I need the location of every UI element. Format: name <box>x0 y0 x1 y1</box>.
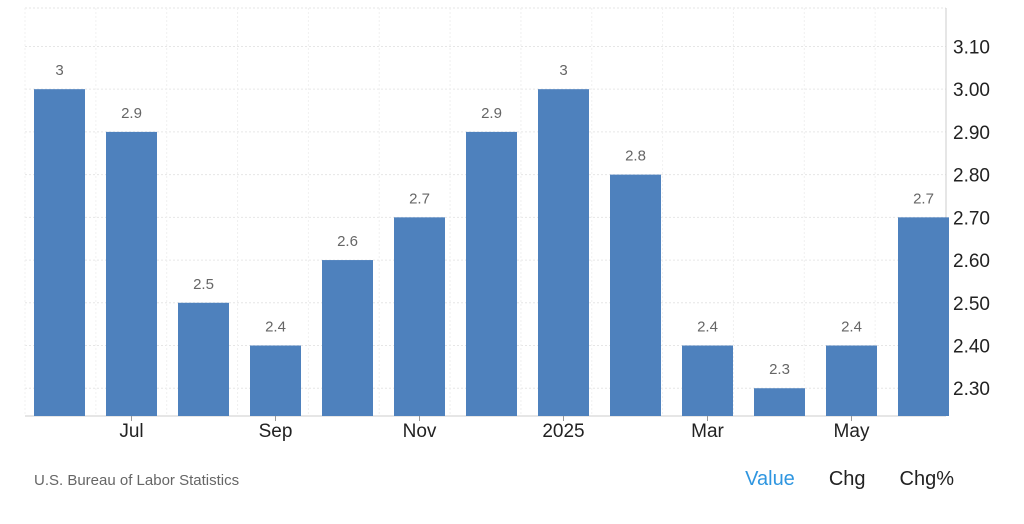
y-tick-label: 2.60 <box>953 251 990 272</box>
y-axis: 2.30 2.40 2.50 2.60 2.70 2.80 2.90 3.00 3.10 <box>953 37 990 400</box>
bar[interactable] <box>826 345 877 416</box>
data-label: 3 <box>559 62 567 79</box>
y-tick-label: 2.80 <box>953 166 990 187</box>
data-label: 2.8 <box>625 148 646 165</box>
bar[interactable] <box>322 260 373 416</box>
data-label: 2.7 <box>409 190 430 207</box>
y-tick-label: 3.10 <box>953 37 990 58</box>
bar[interactable] <box>466 131 517 416</box>
data-label: 2.4 <box>841 319 862 336</box>
chart-footer: U.S. Bureau of Labor Statistics Value Ch… <box>0 462 1024 502</box>
bar[interactable] <box>610 174 661 416</box>
data-label: 2.4 <box>697 319 718 336</box>
y-tick-label: 2.70 <box>953 208 990 229</box>
x-tick-label: May <box>834 421 870 442</box>
data-label: 2.6 <box>337 233 358 250</box>
y-tick-label: 3.00 <box>953 80 990 101</box>
x-axis: Jul Sep Nov 2025 Mar May <box>119 416 870 442</box>
data-label: 2.3 <box>769 361 790 378</box>
y-tick-label: 2.50 <box>953 294 990 315</box>
data-label: 2.4 <box>265 319 286 336</box>
source-label: U.S. Bureau of Labor Statistics <box>34 472 240 489</box>
bar[interactable] <box>106 131 157 416</box>
bar[interactable] <box>250 345 301 416</box>
bar-chart: 3 2.9 2.5 2.4 2.6 2.7 2.9 3 2.8 2.4 2.3 2.4 2.7 2.30… <box>24 7 990 442</box>
bar[interactable] <box>754 388 805 416</box>
view-tabs: Value Chg Chg% <box>745 468 954 491</box>
bar[interactable] <box>898 217 949 416</box>
bar[interactable] <box>178 302 229 416</box>
data-label: 2.7 <box>913 190 934 207</box>
bar[interactable] <box>34 89 85 416</box>
x-tick-label: Sep <box>259 421 293 442</box>
data-labels: 3 2.9 2.5 2.4 2.6 2.7 2.9 3 2.8 2.4 2.3 2.4 2.7 <box>55 62 934 378</box>
bars <box>34 89 949 416</box>
bar[interactable] <box>538 89 589 416</box>
data-label: 2.9 <box>121 105 142 122</box>
bar[interactable] <box>682 345 733 416</box>
x-tick-label: Jul <box>119 421 143 442</box>
data-label: 2.5 <box>193 276 214 293</box>
tab-chg-percent[interactable]: Chg% <box>899 468 954 490</box>
y-tick-label: 2.90 <box>953 123 990 144</box>
x-tick-label: Nov <box>403 421 437 442</box>
data-label: 3 <box>55 62 63 79</box>
tab-value[interactable]: Value <box>745 468 795 490</box>
y-tick-label: 2.30 <box>953 379 990 400</box>
y-tick-label: 2.40 <box>953 337 990 358</box>
tab-chg[interactable]: Chg <box>828 468 866 490</box>
bar[interactable] <box>394 217 445 416</box>
x-tick-label: 2025 <box>542 421 584 442</box>
x-tick-label: Mar <box>691 421 724 442</box>
data-label: 2.9 <box>481 105 502 122</box>
